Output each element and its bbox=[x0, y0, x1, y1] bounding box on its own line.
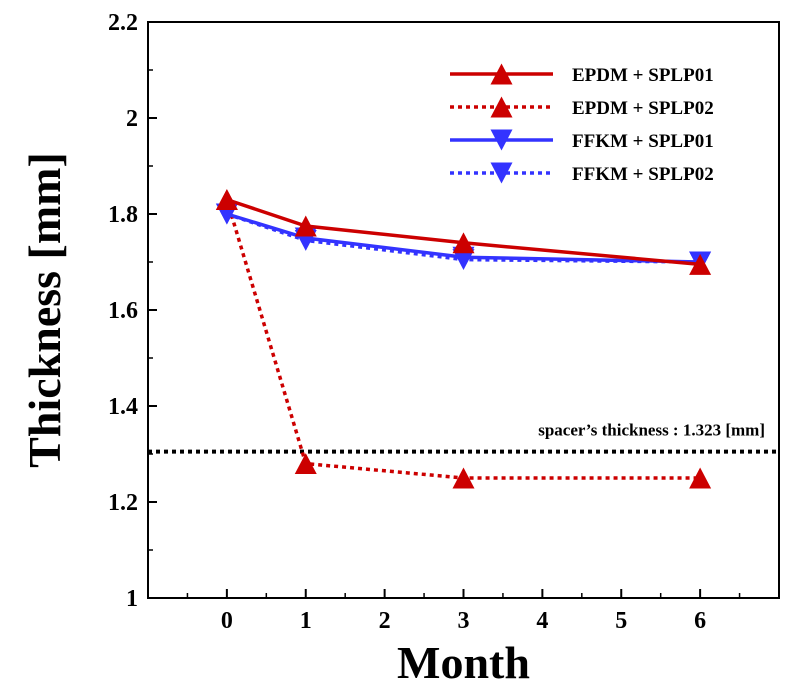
data-point bbox=[294, 453, 317, 475]
data-point bbox=[215, 189, 238, 211]
legend-label: EPDM + SPLP02 bbox=[572, 98, 714, 119]
x-tick-label: 2 bbox=[379, 608, 391, 634]
y-tick-label: 2 bbox=[126, 106, 138, 132]
series-line bbox=[226, 197, 701, 267]
data-point bbox=[452, 232, 475, 254]
y-tick-label: 1.4 bbox=[108, 394, 138, 420]
legend-marker bbox=[490, 129, 513, 151]
series-layer bbox=[215, 189, 712, 489]
x-tick-label: 4 bbox=[536, 608, 548, 634]
spacer-thickness-label: spacer’s thickness : 1.323 [mm] bbox=[538, 421, 765, 440]
data-point bbox=[452, 467, 475, 489]
x-tick-label: 1 bbox=[300, 608, 312, 634]
series-line bbox=[226, 212, 701, 264]
legend-label: FFKM + SPLP01 bbox=[572, 131, 714, 152]
legend-entry: FFKM + SPLP01 bbox=[450, 129, 714, 152]
series-line bbox=[225, 199, 701, 480]
data-point bbox=[689, 253, 712, 275]
legend-entry: EPDM + SPLP02 bbox=[450, 96, 714, 119]
legend-entry: EPDM + SPLP01 bbox=[450, 63, 714, 86]
y-tick-label: 2.2 bbox=[108, 10, 138, 36]
legend-marker bbox=[490, 63, 513, 85]
x-tick-label: 6 bbox=[694, 608, 706, 634]
legend-marker bbox=[490, 96, 513, 118]
legend-entry: FFKM + SPLP02 bbox=[450, 162, 714, 185]
y-axis-title: Thickness [mm] bbox=[19, 152, 70, 468]
y-tick-label: 1.2 bbox=[108, 490, 138, 516]
x-tick-label: 0 bbox=[221, 608, 233, 634]
legend-marker bbox=[490, 162, 513, 184]
x-tick-label: 5 bbox=[615, 608, 627, 634]
y-tick-label: 1 bbox=[126, 586, 138, 612]
ticks-layer: 1 1.2 1.4 1.6 1.8 2 2.2 0 1 2 3 4 5 6 bbox=[108, 10, 780, 634]
data-point bbox=[689, 467, 712, 489]
x-tick-label: 3 bbox=[458, 608, 470, 634]
legend-label: EPDM + SPLP01 bbox=[572, 65, 714, 86]
series-1 bbox=[215, 189, 712, 275]
y-tick-label: 1.8 bbox=[108, 202, 138, 228]
x-axis-title: Month bbox=[397, 637, 530, 688]
legend: EPDM + SPLP01 EPDM + SPLP02 FFKM + SPLP01 F… bbox=[450, 63, 714, 185]
data-point bbox=[294, 215, 317, 237]
y-tick-label: 1.6 bbox=[108, 298, 138, 324]
legend-label: FFKM + SPLP02 bbox=[572, 164, 714, 185]
